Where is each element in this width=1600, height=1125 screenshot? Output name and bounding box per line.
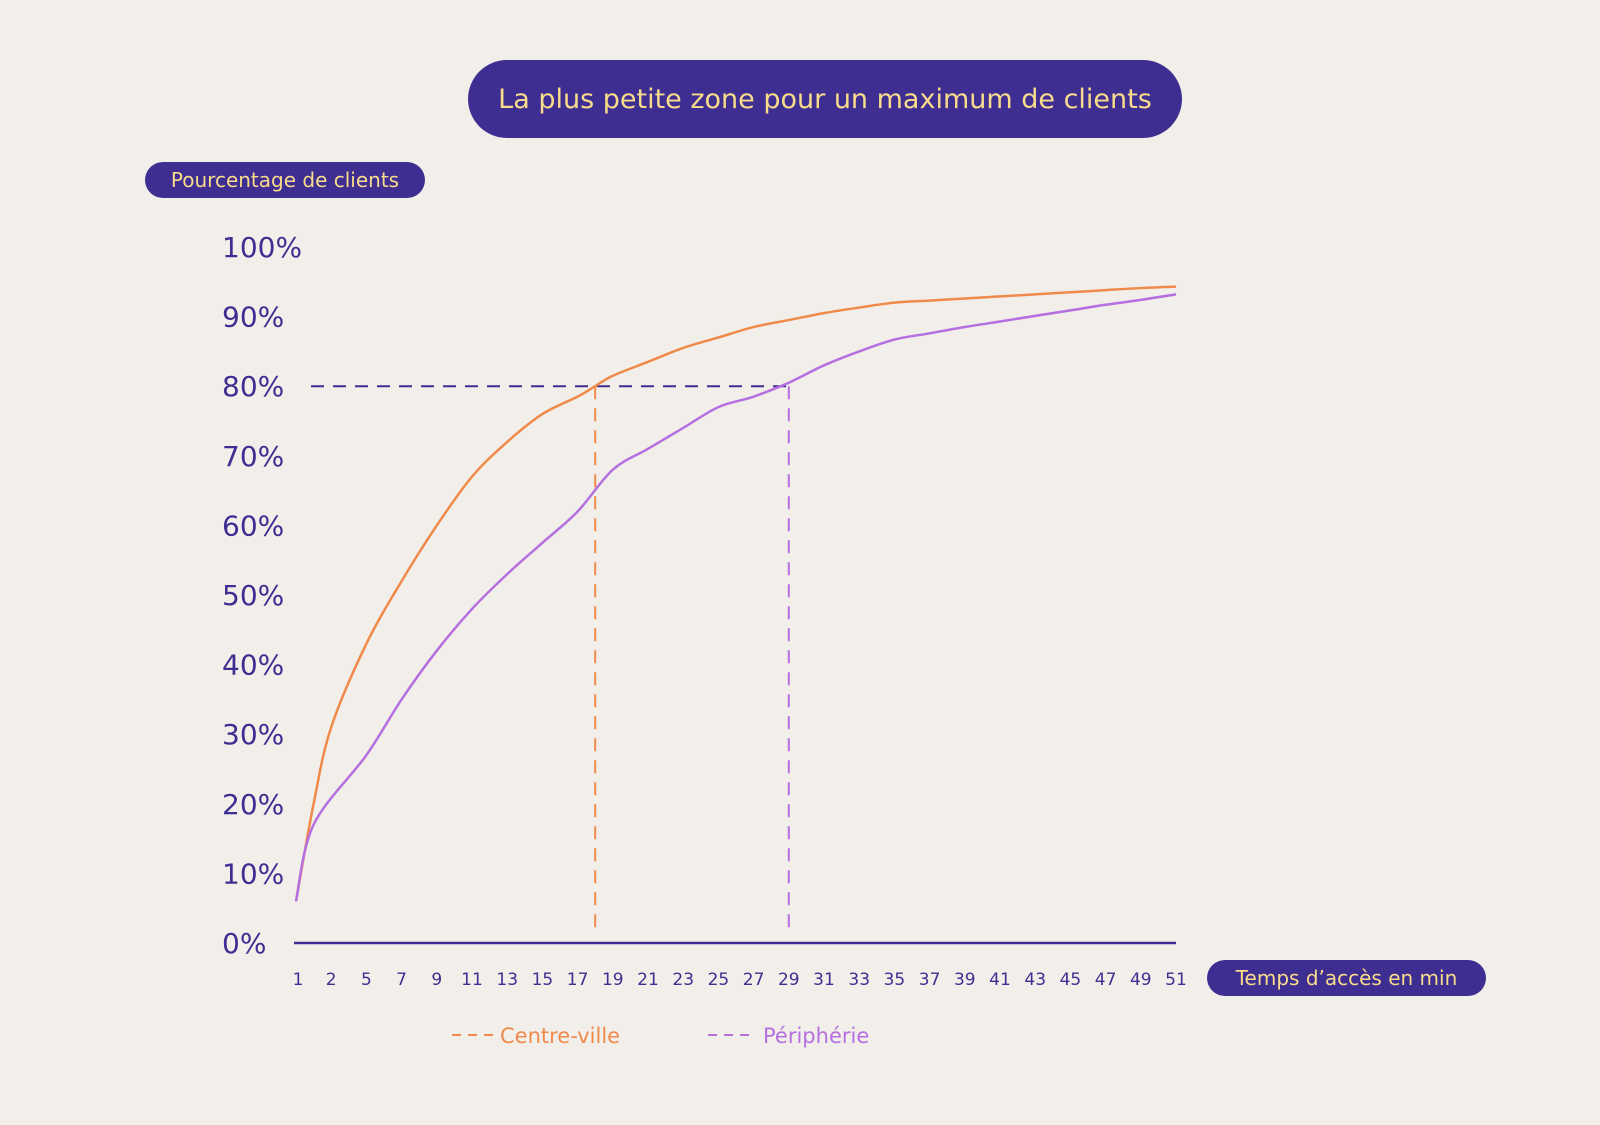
x-axis-label: Temps d’accès en min [1207, 960, 1486, 996]
y-tick-label: 60% [222, 509, 284, 542]
x-tick-label: 7 [396, 970, 407, 990]
x-tick-label: 9 [431, 970, 442, 990]
y-tick-label: 20% [222, 788, 284, 821]
x-tick-label: 27 [743, 970, 765, 990]
y-tick-label: 40% [222, 649, 284, 682]
series-line-peripherie [294, 293, 1177, 902]
y-tick-label: 0% [222, 927, 266, 960]
y-tick-label: 70% [222, 440, 284, 473]
y-tick-label: 100% [222, 231, 302, 264]
x-tick-label: 47 [1095, 970, 1117, 990]
legend-label: Périphérie [763, 1024, 869, 1048]
x-tick-label: 37 [919, 970, 941, 990]
x-tick-label: 39 [954, 970, 976, 990]
x-tick-label: 23 [672, 970, 694, 990]
x-tick-label: 45 [1060, 970, 1082, 990]
x-tick-label: 29 [778, 970, 800, 990]
legend-label: Centre-ville [500, 1024, 620, 1048]
x-tick-label: 17 [567, 970, 589, 990]
x-tick-label: 19 [602, 970, 624, 990]
x-tick-label: 2 [326, 970, 337, 990]
x-tick-label: 11 [461, 970, 483, 990]
x-tick-label: 31 [813, 970, 835, 990]
x-tick-label: 15 [532, 970, 554, 990]
x-tick-label: 25 [708, 970, 730, 990]
x-tick-label: 51 [1165, 970, 1187, 990]
x-tick-label: 49 [1130, 970, 1152, 990]
y-tick-label: 10% [222, 857, 284, 890]
y-tick-label: 90% [222, 301, 284, 334]
x-tick-label: 5 [361, 970, 372, 990]
x-tick-label: 35 [884, 970, 906, 990]
y-tick-label: 30% [222, 718, 284, 751]
chart-title: La plus petite zone pour un maximum de c… [468, 60, 1182, 138]
y-tick-label: 80% [222, 370, 284, 403]
x-tick-label: 1 [293, 970, 304, 990]
x-tick-label: 43 [1024, 970, 1046, 990]
y-tick-label: 50% [222, 579, 284, 612]
x-tick-label: 13 [496, 970, 518, 990]
series-line-centre-ville [294, 285, 1177, 902]
x-tick-label: 41 [989, 970, 1011, 990]
x-tick-label: 21 [637, 970, 659, 990]
x-tick-label: 33 [848, 970, 870, 990]
y-axis-label: Pourcentage de clients [145, 162, 425, 198]
